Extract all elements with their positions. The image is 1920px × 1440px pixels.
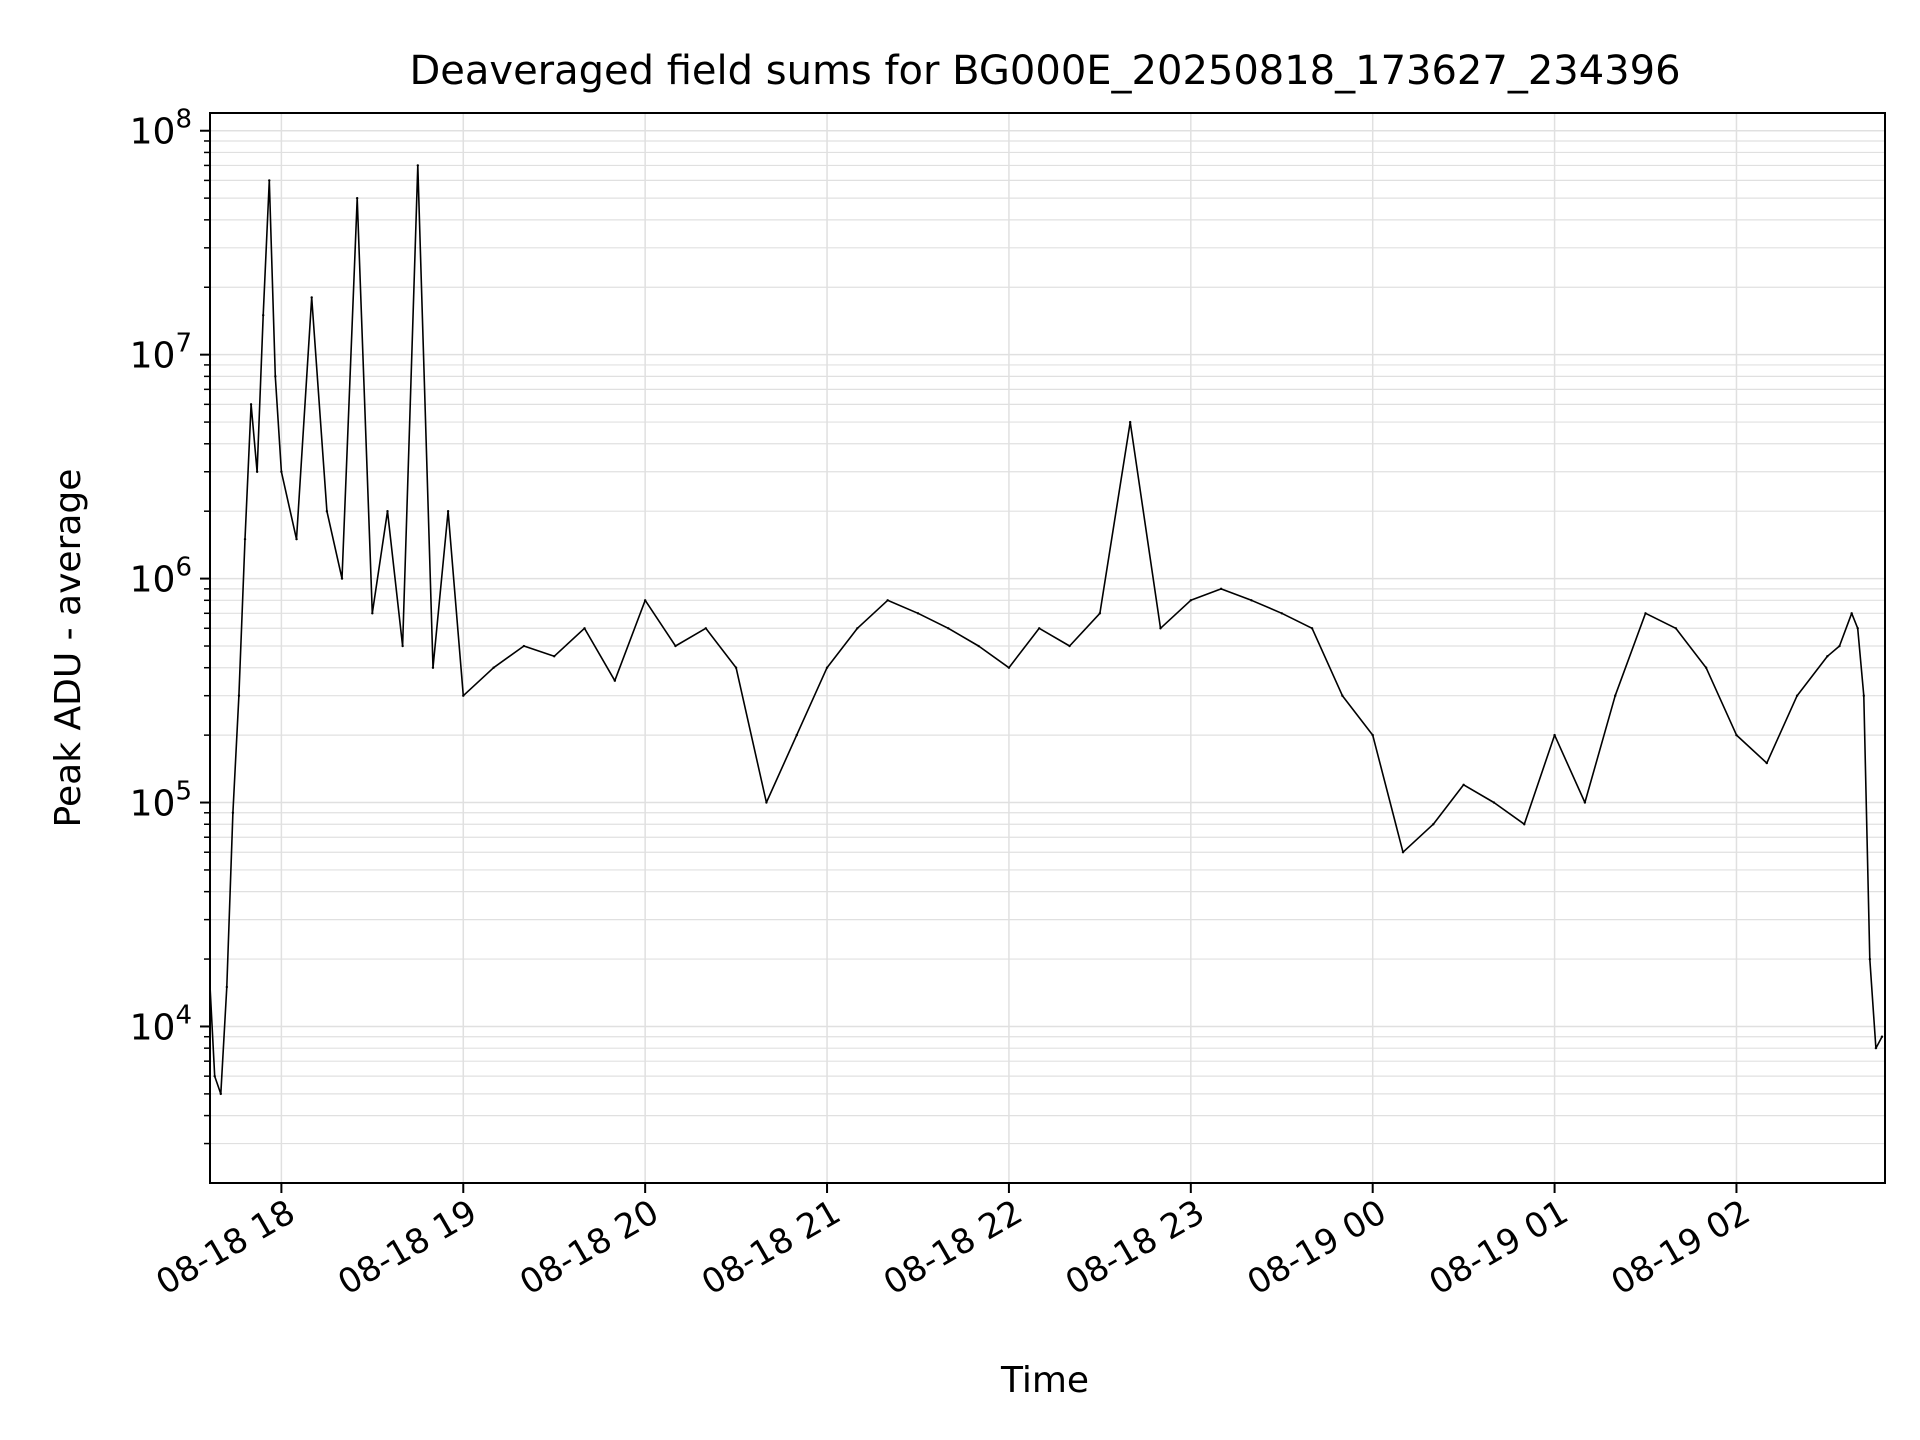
- data-point: [243, 537, 247, 541]
- data-point: [1644, 612, 1647, 615]
- data-point: [1310, 627, 1314, 630]
- data-point: [1826, 655, 1829, 658]
- y-tick-label: 108: [130, 105, 192, 153]
- data-point: [765, 801, 768, 804]
- grid: [210, 113, 1885, 1183]
- data-point: [1098, 612, 1102, 615]
- data-point: [1189, 599, 1193, 602]
- data-point: [1371, 733, 1374, 737]
- y-tick-label: 104: [130, 1000, 192, 1048]
- x-axis-label: Time: [1000, 1360, 1089, 1401]
- data-point: [219, 1092, 222, 1096]
- data-point: [1868, 957, 1872, 961]
- data-point: [340, 577, 344, 580]
- data-point: [583, 627, 586, 630]
- chart-title: Deaveraged field sums for BG000E_2025081…: [409, 48, 1680, 94]
- data-point: [1159, 627, 1162, 630]
- data-point: [1523, 823, 1526, 826]
- data-point: [1614, 694, 1617, 697]
- data-point: [225, 985, 229, 989]
- data-point: [295, 537, 298, 541]
- data-point: [613, 679, 617, 682]
- data-point: [262, 314, 265, 317]
- data-point: [1219, 587, 1223, 591]
- data-point: [255, 470, 259, 473]
- data-point: [1583, 801, 1587, 804]
- data-point: [1735, 733, 1738, 737]
- data-point: [386, 509, 389, 513]
- y-tick-label: 107: [130, 329, 192, 377]
- data-point: [947, 627, 950, 630]
- y-tick-label: 105: [130, 777, 192, 825]
- data-point: [886, 599, 889, 602]
- data-point: [1007, 666, 1011, 669]
- data-point: [431, 666, 435, 669]
- data-point: [795, 733, 798, 737]
- data-point: [1341, 694, 1344, 697]
- data-point: [1553, 733, 1556, 737]
- data-point: [268, 179, 271, 182]
- data-point: [237, 694, 241, 697]
- data-point: [1401, 851, 1405, 854]
- data-point: [1674, 627, 1678, 630]
- data-point: [522, 644, 526, 648]
- data-point: [371, 612, 374, 615]
- plot-area: [210, 164, 1884, 1096]
- data-point: [1795, 694, 1799, 697]
- plot-frame: [209, 112, 1886, 1184]
- data-point: [492, 666, 495, 669]
- data-point: [1128, 420, 1132, 424]
- data-point: [825, 666, 829, 669]
- data-point: [1880, 1035, 1884, 1038]
- data-point: [1856, 627, 1859, 630]
- data-point: [462, 694, 465, 697]
- data-point: [1704, 666, 1708, 669]
- data-point: [310, 296, 313, 299]
- data-point: [1765, 761, 1768, 765]
- data-point: [674, 644, 677, 648]
- data-point: [213, 1074, 216, 1078]
- data-point: [1492, 801, 1496, 804]
- data-point: [1280, 612, 1283, 615]
- data-point: [416, 164, 420, 167]
- data-point: [274, 375, 277, 378]
- data-point: [1250, 599, 1253, 602]
- data-point: [401, 644, 404, 648]
- data-point: [643, 599, 647, 602]
- y-tick-label: 106: [130, 553, 192, 601]
- data-point: [916, 612, 920, 615]
- data-point: [446, 509, 450, 513]
- data-point: [1432, 823, 1435, 826]
- data-point: [280, 470, 283, 473]
- data-point: [1838, 644, 1841, 648]
- data-point: [1862, 694, 1865, 697]
- data-point: [856, 627, 859, 630]
- data-point: [1874, 1046, 1878, 1050]
- data-point: [1068, 644, 1071, 648]
- data-point: [1850, 612, 1853, 615]
- data-point: [249, 403, 253, 406]
- data-point: [355, 196, 359, 200]
- y-axis-label: Peak ADU - average: [48, 469, 89, 828]
- data-point: [1038, 627, 1041, 630]
- data-point: [231, 811, 235, 814]
- data-point: [734, 666, 738, 669]
- data-point: [553, 655, 556, 658]
- data-point: [704, 627, 707, 630]
- data-point: [1462, 783, 1465, 787]
- data-point: [977, 644, 980, 648]
- data-point: [325, 509, 329, 513]
